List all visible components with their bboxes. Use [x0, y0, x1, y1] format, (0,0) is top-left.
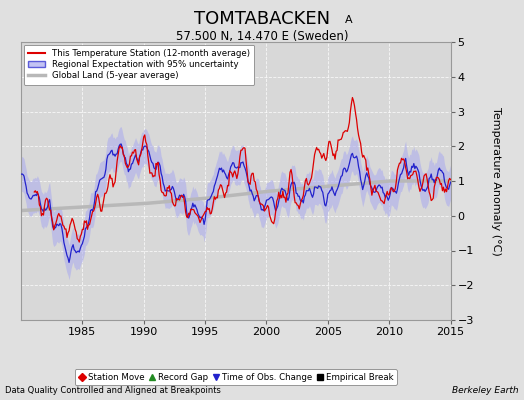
- Global Land (5-year average): [367, 180, 373, 185]
- Global Land (5-year average): [447, 178, 454, 183]
- This Temperature Station (12-month average): [362, 156, 368, 160]
- Regional Expectation with 95% uncertainty: [342, 166, 348, 171]
- Global Land (5-year average): [277, 188, 283, 193]
- This Temperature Station (12-month average): [447, 177, 454, 182]
- Line: This Temperature Station (12-month average): This Temperature Station (12-month avera…: [34, 98, 451, 242]
- Regional Expectation with 95% uncertainty: [364, 170, 370, 175]
- Global Land (5-year average): [338, 183, 344, 188]
- Text: 57.500 N, 14.470 E (Sweden): 57.500 N, 14.470 E (Sweden): [176, 30, 348, 43]
- Legend: Station Move, Record Gap, Time of Obs. Change, Empirical Break: Station Move, Record Gap, Time of Obs. C…: [74, 369, 397, 385]
- Line: Global Land (5-year average): Global Land (5-year average): [21, 181, 451, 210]
- Regional Expectation with 95% uncertainty: [447, 180, 454, 184]
- Regional Expectation with 95% uncertainty: [369, 186, 375, 190]
- Text: TOMTABACKEN: TOMTABACKEN: [194, 10, 330, 28]
- Text: Data Quality Controlled and Aligned at Breakpoints: Data Quality Controlled and Aligned at B…: [5, 386, 221, 395]
- Global Land (5-year average): [362, 181, 368, 186]
- Global Land (5-year average): [18, 208, 24, 213]
- This Temperature Station (12-month average): [367, 177, 373, 182]
- Text: A: A: [345, 15, 353, 25]
- Regional Expectation with 95% uncertainty: [340, 167, 346, 172]
- Regional Expectation with 95% uncertainty: [154, 162, 160, 167]
- Y-axis label: Temperature Anomaly (°C): Temperature Anomaly (°C): [491, 107, 501, 255]
- This Temperature Station (12-month average): [277, 196, 283, 201]
- This Temperature Station (12-month average): [152, 174, 158, 178]
- Regional Expectation with 95% uncertainty: [118, 142, 124, 146]
- This Temperature Station (12-month average): [340, 130, 346, 135]
- Regional Expectation with 95% uncertainty: [66, 260, 72, 265]
- Regional Expectation with 95% uncertainty: [279, 186, 285, 190]
- Line: Regional Expectation with 95% uncertainty: Regional Expectation with 95% uncertaint…: [21, 144, 451, 262]
- Text: Berkeley Earth: Berkeley Earth: [452, 386, 519, 395]
- Global Land (5-year average): [152, 200, 158, 205]
- Global Land (5-year average): [387, 178, 394, 183]
- Global Land (5-year average): [340, 182, 346, 187]
- Regional Expectation with 95% uncertainty: [18, 172, 24, 177]
- This Temperature Station (12-month average): [338, 137, 344, 142]
